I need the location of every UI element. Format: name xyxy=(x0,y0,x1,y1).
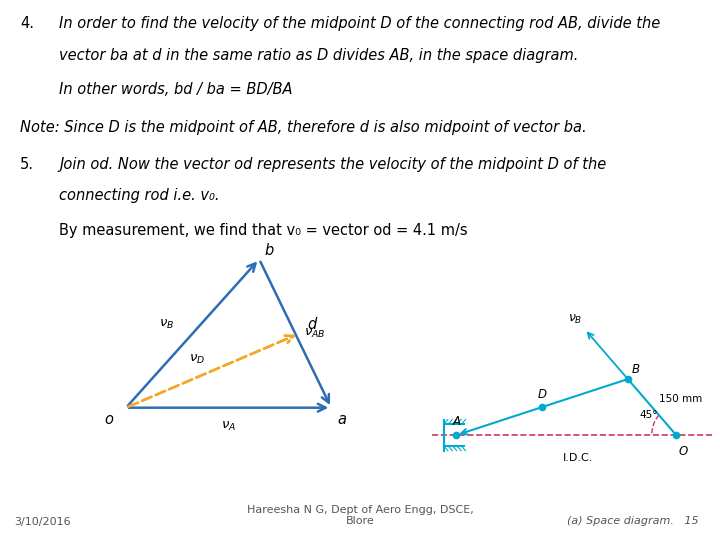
Text: D: D xyxy=(538,388,546,401)
Text: $\nu_{AB}$: $\nu_{AB}$ xyxy=(304,327,325,340)
Text: 3/10/2016: 3/10/2016 xyxy=(14,516,71,526)
Text: By measurement, we find that v₀ = vector od = 4.1 m/s: By measurement, we find that v₀ = vector… xyxy=(59,223,468,238)
Text: b: b xyxy=(265,242,274,258)
Text: $\nu_B$: $\nu_B$ xyxy=(568,313,582,326)
Text: A: A xyxy=(452,415,460,428)
Text: 150 mm: 150 mm xyxy=(660,394,703,404)
Text: 5.: 5. xyxy=(20,157,34,172)
Text: d: d xyxy=(307,317,317,332)
Text: Join od. Now the vector od represents the velocity of the midpoint D of the: Join od. Now the vector od represents th… xyxy=(59,157,606,172)
Text: O: O xyxy=(679,445,688,458)
Text: $\nu_D$: $\nu_D$ xyxy=(189,353,205,366)
Text: Hareesha N G, Dept of Aero Engg, DSCE,
Blore: Hareesha N G, Dept of Aero Engg, DSCE, B… xyxy=(247,505,473,526)
Text: Note: Since D is the midpoint of AB, therefore d is also midpoint of vector ba.: Note: Since D is the midpoint of AB, the… xyxy=(20,119,587,134)
Text: connecting rod i.e. v₀.: connecting rod i.e. v₀. xyxy=(59,188,220,204)
Text: a: a xyxy=(337,412,346,427)
Text: In other words, bd / ba = BD/BA: In other words, bd / ba = BD/BA xyxy=(59,82,292,97)
Text: (a) Space diagram.   15: (a) Space diagram. 15 xyxy=(567,516,698,526)
Text: B: B xyxy=(631,363,639,376)
Text: I.D.C.: I.D.C. xyxy=(563,454,594,463)
Text: $\nu_A$: $\nu_A$ xyxy=(221,420,236,433)
Text: 4.: 4. xyxy=(20,16,34,31)
Text: vector ba at d in the same ratio as D divides AB, in the space diagram.: vector ba at d in the same ratio as D di… xyxy=(59,48,578,63)
Text: $\nu_B$: $\nu_B$ xyxy=(159,318,174,330)
Text: In order to find the velocity of the midpoint D of the connecting rod AB, divide: In order to find the velocity of the mid… xyxy=(59,16,660,31)
Text: 45°: 45° xyxy=(639,409,658,420)
Text: o: o xyxy=(104,412,113,427)
